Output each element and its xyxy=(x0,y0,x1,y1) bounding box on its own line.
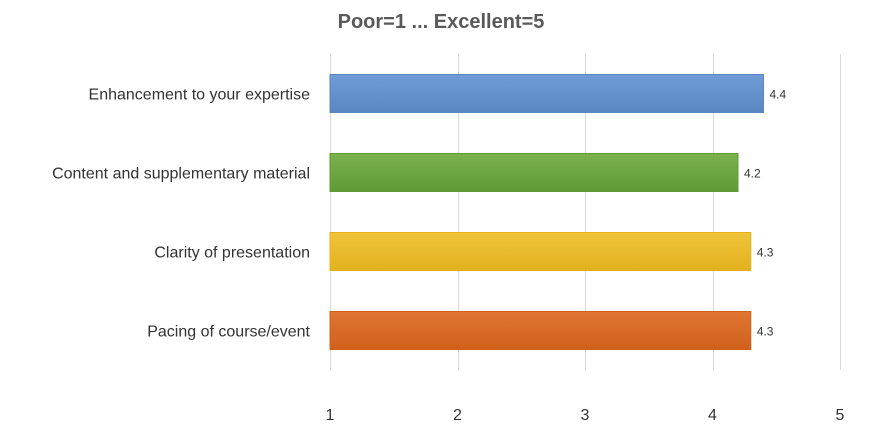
x-tick-label: 4 xyxy=(708,407,717,424)
bar xyxy=(329,153,739,192)
category-label: Pacing of course/event xyxy=(147,324,310,341)
bars xyxy=(329,74,764,350)
x-tick-label: 2 xyxy=(453,407,462,424)
bar xyxy=(329,74,764,113)
x-tick-label: 5 xyxy=(836,407,845,424)
data-labels: 4.4 4.2 4.3 4.3 xyxy=(744,88,787,339)
category-label: Content and supplementary material xyxy=(52,166,310,183)
data-label: 4.4 xyxy=(770,88,787,102)
x-axis-ticks: 1 2 3 4 5 xyxy=(326,407,845,424)
data-label: 4.3 xyxy=(757,325,774,339)
data-label: 4.2 xyxy=(744,167,761,181)
bar xyxy=(329,311,752,350)
x-tick-label: 1 xyxy=(326,407,335,424)
chart-title: Poor=1 ... Excellent=5 xyxy=(338,11,545,33)
data-label: 4.3 xyxy=(757,246,774,260)
bar xyxy=(329,232,752,271)
category-label: Clarity of presentation xyxy=(154,245,310,262)
category-labels: Enhancement to your expertise Content and… xyxy=(52,87,310,341)
category-label: Enhancement to your expertise xyxy=(89,87,311,104)
x-tick-label: 3 xyxy=(581,407,590,424)
